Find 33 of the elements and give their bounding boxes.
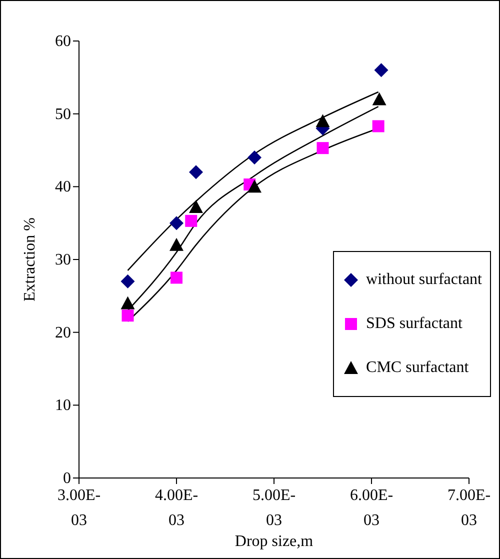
x-tick-label: 6.00E-03 [350, 487, 394, 529]
y-tick-label: 50 [55, 106, 71, 123]
point [170, 272, 182, 284]
point [248, 180, 262, 193]
y-tick-label: 20 [55, 324, 71, 342]
x-tick-label: 3.00E-03 [57, 487, 101, 529]
legend-label: CMC surfactant [366, 359, 469, 377]
point [372, 92, 386, 106]
point [120, 274, 135, 288]
legend-label: without surfactant [366, 271, 482, 289]
point [374, 63, 388, 78]
x-tick-label: 4.00E-03 [154, 487, 198, 529]
point [316, 114, 330, 128]
x-tick-label: 7.00E-03 [447, 487, 491, 529]
point [170, 216, 184, 230]
y-axis-title: Extraction % [22, 218, 39, 302]
point [316, 142, 329, 154]
point [248, 150, 262, 165]
x-axis-title: Drop size,m [234, 533, 314, 550]
point [189, 165, 203, 180]
legend-label: SDS surfactant [366, 315, 462, 333]
y-tick-label: 10 [55, 397, 71, 414]
point [170, 238, 184, 251]
point [120, 296, 135, 310]
y-tick-label: 0 [63, 470, 71, 487]
point [372, 120, 384, 132]
x-tick-label: 5.00E-03 [252, 487, 296, 529]
point [189, 200, 203, 214]
y-tick-label: 40 [55, 178, 71, 196]
y-tick-label: 60 [55, 33, 71, 50]
y-tick-label: 30 [55, 252, 71, 268]
point [185, 214, 198, 227]
point [122, 310, 134, 322]
